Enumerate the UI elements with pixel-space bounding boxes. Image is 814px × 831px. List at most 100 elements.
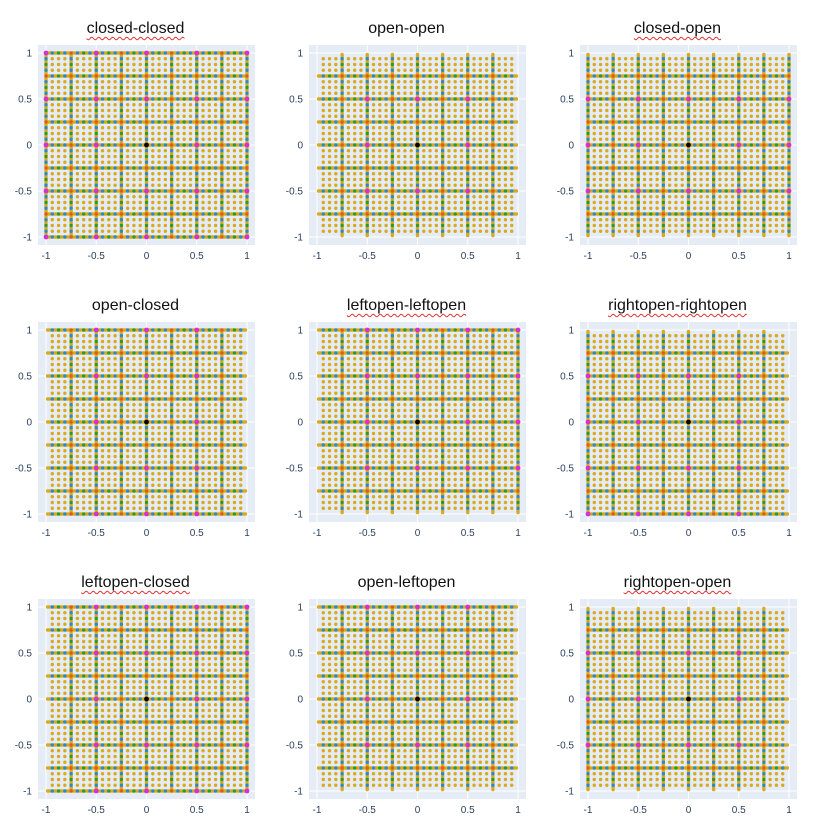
data-point xyxy=(359,91,363,95)
data-point xyxy=(129,189,133,193)
data-point xyxy=(113,189,117,193)
data-point xyxy=(371,114,376,118)
data-point xyxy=(226,97,230,101)
data-point xyxy=(459,229,464,233)
data-point xyxy=(235,74,240,78)
data-point xyxy=(318,166,322,170)
data-point xyxy=(340,59,344,64)
data-point xyxy=(125,85,130,90)
data-point xyxy=(195,177,199,182)
data-point xyxy=(125,120,130,124)
data-point xyxy=(384,160,388,164)
data-point xyxy=(245,80,249,84)
data-point xyxy=(75,131,80,136)
data-point xyxy=(510,137,514,141)
data-point xyxy=(198,189,202,193)
data-point xyxy=(107,74,111,78)
data-point xyxy=(412,97,417,101)
data-point xyxy=(352,103,357,107)
data-point xyxy=(418,212,423,216)
data-point xyxy=(378,114,382,118)
data-point xyxy=(510,131,514,136)
data-point xyxy=(321,212,325,216)
data-point xyxy=(327,172,332,176)
data-point xyxy=(97,143,102,147)
data-point xyxy=(343,189,347,193)
data-point xyxy=(75,91,80,95)
data-point xyxy=(201,229,205,233)
data-point xyxy=(157,103,161,107)
data-point xyxy=(472,143,476,147)
data-point xyxy=(154,97,158,101)
data-point xyxy=(365,172,369,176)
data-point xyxy=(434,97,439,101)
data-point xyxy=(245,68,249,72)
data-point xyxy=(239,74,243,78)
data-point xyxy=(356,166,360,170)
data-point xyxy=(331,143,335,147)
y-tick-label: -0.5 xyxy=(286,187,304,198)
data-point xyxy=(50,212,54,216)
data-point xyxy=(69,128,73,133)
data-point xyxy=(220,62,224,67)
data-point xyxy=(220,151,224,156)
data-point xyxy=(459,183,464,187)
data-point xyxy=(359,229,363,233)
data-point xyxy=(396,137,401,141)
data-point xyxy=(359,200,363,205)
data-point xyxy=(428,206,432,210)
data-point xyxy=(428,80,432,84)
data-point xyxy=(56,189,61,193)
data-point xyxy=(497,218,501,222)
data-point xyxy=(245,177,249,182)
data-point xyxy=(100,172,105,176)
data-point xyxy=(72,74,76,78)
data-point xyxy=(484,183,489,187)
data-point xyxy=(195,229,199,233)
data-point xyxy=(500,120,504,124)
data-point xyxy=(188,154,193,159)
data-point xyxy=(497,177,501,182)
data-point xyxy=(119,163,124,167)
data-point xyxy=(466,218,470,222)
data-point xyxy=(94,123,98,127)
data-point xyxy=(119,51,124,55)
data-point xyxy=(151,154,155,159)
data-point xyxy=(403,200,407,205)
data-point xyxy=(53,189,58,193)
data-point xyxy=(44,103,48,107)
data-point xyxy=(201,57,205,61)
data-point xyxy=(213,143,218,147)
data-point xyxy=(119,229,124,233)
data-point xyxy=(50,206,54,210)
data-point xyxy=(169,140,174,144)
data-point xyxy=(321,97,325,101)
data-point xyxy=(334,229,338,233)
data-point xyxy=(484,62,489,67)
data-point xyxy=(428,137,432,141)
data-point xyxy=(239,206,243,210)
data-point xyxy=(113,149,117,153)
data-point xyxy=(75,183,80,187)
data-point xyxy=(491,146,495,150)
data-point xyxy=(409,114,413,118)
data-point xyxy=(472,183,476,187)
data-point xyxy=(107,200,111,205)
data-point xyxy=(412,212,417,216)
data-point xyxy=(107,57,111,61)
data-point xyxy=(144,85,149,90)
data-point xyxy=(195,151,199,156)
data-point xyxy=(169,143,174,147)
data-point xyxy=(91,97,95,101)
data-point xyxy=(346,103,351,107)
data-point xyxy=(100,114,105,118)
data-point xyxy=(151,74,155,78)
data-point xyxy=(220,94,224,98)
data-point xyxy=(207,57,212,61)
data-point xyxy=(107,229,111,233)
data-point xyxy=(321,137,325,141)
data-point xyxy=(334,172,338,176)
data-point xyxy=(113,103,117,107)
data-point xyxy=(491,203,495,208)
data-point xyxy=(453,137,457,141)
